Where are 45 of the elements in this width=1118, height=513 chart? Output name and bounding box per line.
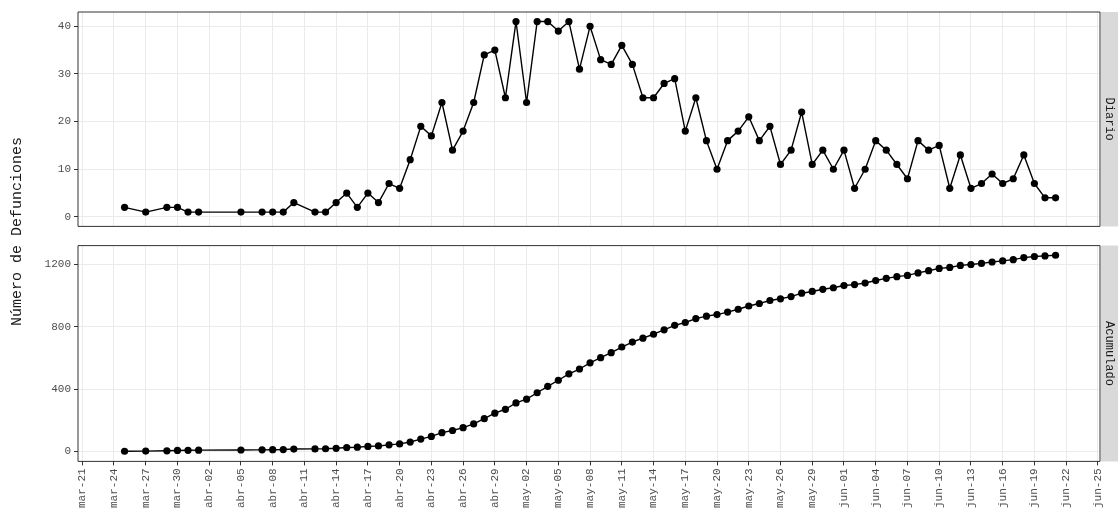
x-tick-label: abr-23 xyxy=(425,468,438,508)
y-tick-label: 1200 xyxy=(44,258,71,271)
x-tick-label: jun-13 xyxy=(964,468,977,508)
x-tick-label: may-08 xyxy=(583,468,596,508)
x-tick-label: abr-11 xyxy=(298,468,311,508)
x-tick-label: may-20 xyxy=(710,468,723,508)
y-tick-label: 0 xyxy=(64,210,71,223)
x-tick-label: may-11 xyxy=(615,468,628,508)
y-tick-label: 10 xyxy=(57,163,71,176)
x-tick-label: jun-25 xyxy=(1091,468,1104,508)
x-tick-label: jun-16 xyxy=(996,468,1009,508)
x-tick-label: may-23 xyxy=(742,468,755,508)
x-tick-label: abr-05 xyxy=(234,468,247,508)
text: Acumulado xyxy=(1102,321,1117,386)
x-tick-label: abr-14 xyxy=(330,468,343,508)
x-tick-label: jun-10 xyxy=(933,468,946,508)
x-tick-label: abr-02 xyxy=(203,468,216,508)
x-tick-label: mar-24 xyxy=(107,468,120,508)
y-tick-label: 30 xyxy=(57,67,71,80)
x-tick-label: may-02 xyxy=(520,468,533,508)
x-tick-label: abr-08 xyxy=(266,468,279,508)
x-tick-label: may-29 xyxy=(806,468,819,508)
y-tick-label: 0 xyxy=(64,445,71,458)
y-tick-label: 20 xyxy=(57,115,71,128)
y-axis-title: Número de Defunciones xyxy=(9,136,27,326)
x-tick-label: abr-26 xyxy=(457,468,470,508)
x-tick-label: mar-27 xyxy=(139,468,152,508)
text: Diario xyxy=(1102,97,1117,141)
x-tick-label: may-14 xyxy=(647,468,660,508)
x-tick-label: jun-01 xyxy=(837,468,850,508)
x-tick-label: may-05 xyxy=(552,468,565,508)
x-tick-label: jun-07 xyxy=(901,468,914,508)
y-tick-label: 40 xyxy=(57,20,71,33)
x-tick-label: may-26 xyxy=(774,468,787,508)
x-tick-label: may-17 xyxy=(679,468,692,508)
x-tick-label: mar-21 xyxy=(76,468,89,508)
y-tick-label: 800 xyxy=(51,320,71,333)
x-tick-label: abr-29 xyxy=(488,468,501,508)
y-tick-label: 400 xyxy=(51,383,71,396)
x-tick-label: jun-22 xyxy=(1060,468,1073,508)
x-tick-label: mar-30 xyxy=(171,468,184,508)
x-tick-label: jun-04 xyxy=(869,468,882,508)
x-tick-label: abr-20 xyxy=(393,468,406,508)
x-tick-label: jun-19 xyxy=(1028,468,1041,508)
x-tick-label: abr-17 xyxy=(361,468,374,508)
